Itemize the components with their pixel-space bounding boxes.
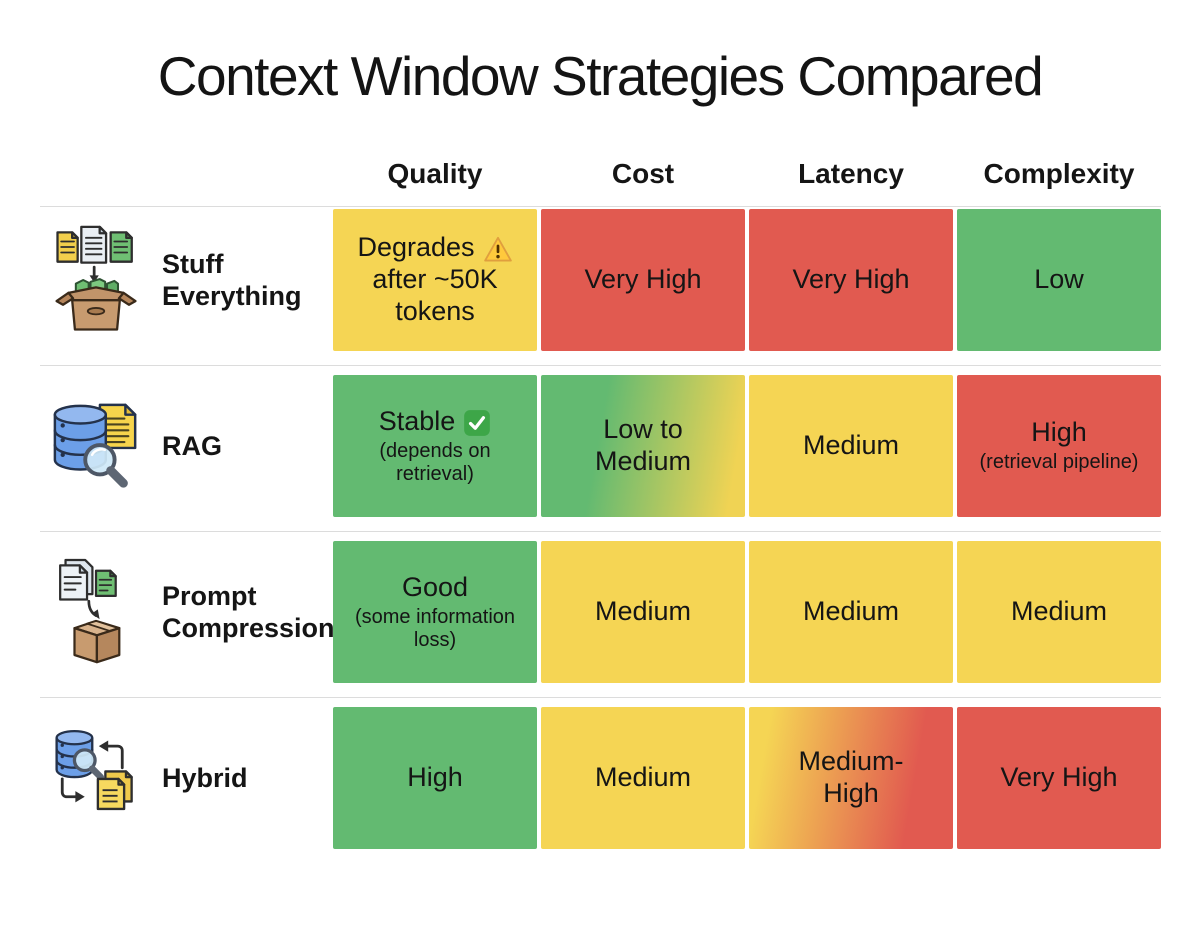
row-label: Prompt Compression xyxy=(162,580,335,643)
header-divider xyxy=(40,206,1161,207)
cell-text: Degrades xyxy=(357,232,475,263)
row-rag: RAG Stable (depends on retrieval) Low to… xyxy=(40,373,1161,519)
cell-hybrid-complexity: Very High xyxy=(957,707,1161,849)
cell-text: Medium xyxy=(594,596,692,627)
column-header-quality: Quality xyxy=(387,158,483,189)
header-spacer xyxy=(40,158,329,206)
row-label: Stuff Everything xyxy=(162,248,302,311)
warning-icon xyxy=(483,232,513,264)
cell-subtext: (depends on retrieval) xyxy=(379,439,491,485)
cell-compression-complexity: Medium xyxy=(957,541,1161,683)
cell-hybrid-latency: Medium-High xyxy=(749,707,953,849)
check-icon xyxy=(463,406,491,438)
cell-rag-cost: Low to Medium xyxy=(541,375,745,517)
column-header-latency: Latency xyxy=(798,158,904,189)
cell-text: Very High xyxy=(792,264,910,295)
cell-text: Very High xyxy=(1000,762,1118,793)
hybrid-icon xyxy=(46,726,146,830)
cell-text: Medium-High xyxy=(798,746,904,808)
stuff-everything-icon xyxy=(46,223,146,337)
cell-text: Medium xyxy=(802,596,900,627)
cell-text: Good xyxy=(401,571,469,602)
row-hybrid: Hybrid High Medium Medium-High Very High xyxy=(40,705,1161,851)
row-prompt-compression: Prompt Compression Good (some informatio… xyxy=(40,539,1161,685)
prompt-compression-icon xyxy=(46,558,146,666)
cell-hybrid-cost: Medium xyxy=(541,707,745,849)
row-divider xyxy=(40,365,1161,366)
cell-text: Medium xyxy=(802,430,900,461)
row-label-cell: Stuff Everything xyxy=(40,209,329,351)
cell-text: Stable xyxy=(378,405,456,436)
column-header-complexity: Complexity xyxy=(983,158,1135,189)
cell-hybrid-quality: High xyxy=(333,707,537,849)
cell-text: Medium xyxy=(594,762,692,793)
row-label: Hybrid xyxy=(162,762,248,793)
cell-text: Very High xyxy=(584,264,702,295)
cell-stuff-complexity: Low xyxy=(957,209,1161,351)
cell-text: Low xyxy=(1034,264,1084,295)
rag-icon xyxy=(46,399,146,493)
cell-stuff-cost: Very High xyxy=(541,209,745,351)
cell-stuff-latency: Very High xyxy=(749,209,953,351)
cell-subtext: (some information loss) xyxy=(354,605,516,651)
cell-text: after ~50K tokens xyxy=(372,264,498,326)
column-header-cost: Cost xyxy=(611,158,675,189)
row-label-cell: Prompt Compression xyxy=(40,541,335,683)
cell-text: Medium xyxy=(1010,596,1108,627)
header-row: Quality Cost Latency Complexity xyxy=(40,158,1161,206)
row-divider xyxy=(40,531,1161,532)
cell-text: High xyxy=(1031,417,1087,448)
cell-compression-cost: Medium xyxy=(541,541,745,683)
cell-rag-latency: Medium xyxy=(749,375,953,517)
cell-text: Low to Medium xyxy=(594,414,692,476)
cell-stuff-quality: Degrades after ~50K tokens xyxy=(333,209,537,351)
row-label-cell: Hybrid xyxy=(40,707,329,849)
cell-compression-quality: Good (some information loss) xyxy=(333,541,537,683)
row-label: RAG xyxy=(162,430,222,461)
comparison-table: Quality Cost Latency Complexity xyxy=(40,158,1161,851)
cell-rag-complexity: High (retrieval pipeline) xyxy=(957,375,1161,517)
row-divider xyxy=(40,697,1161,698)
cell-text: High xyxy=(407,762,463,793)
row-label-cell: RAG xyxy=(40,375,329,517)
cell-rag-quality: Stable (depends on retrieval) xyxy=(333,375,537,517)
cell-compression-latency: Medium xyxy=(749,541,953,683)
page-title: Context Window Strategies Compared xyxy=(157,45,1044,107)
cell-subtext: (retrieval pipeline) xyxy=(979,451,1139,474)
row-stuff-everything: Stuff Everything Degrades after ~50K tok… xyxy=(40,207,1161,353)
